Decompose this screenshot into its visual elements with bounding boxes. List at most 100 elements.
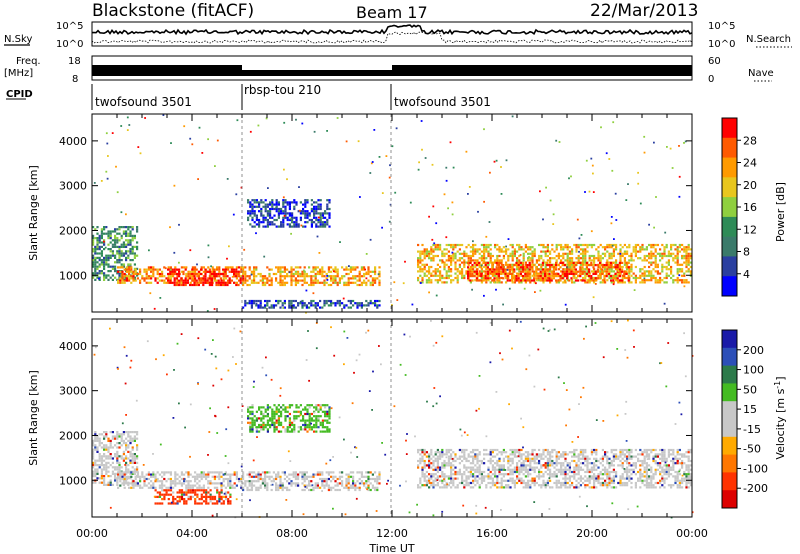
heatmap-cell xyxy=(475,264,478,267)
heatmap-cell xyxy=(107,439,110,442)
heatmap-cell xyxy=(681,268,684,271)
heatmap-cell xyxy=(332,477,335,481)
heatmap-cell xyxy=(559,279,562,282)
heatmap-cell xyxy=(169,275,172,278)
heatmap-cell xyxy=(367,272,370,276)
heatmap-cell xyxy=(388,176,391,179)
heatmap-cell xyxy=(452,248,455,251)
heatmap-cell xyxy=(505,252,508,255)
heatmap-cell xyxy=(472,246,475,249)
heatmap-cell xyxy=(141,471,144,474)
heatmap-cell xyxy=(282,221,285,224)
heatmap-cell xyxy=(125,259,128,262)
heatmap-cell xyxy=(187,482,190,485)
heatmap-cell xyxy=(434,270,437,273)
heatmap-cell xyxy=(267,187,269,189)
heatmap-cell xyxy=(107,461,110,464)
heatmap-cell xyxy=(247,201,250,204)
heatmap-cell xyxy=(409,201,412,204)
heatmap-cell xyxy=(618,261,621,264)
heatmap-cell xyxy=(618,264,621,267)
heatmap-cell xyxy=(240,266,243,269)
heatmap-cell xyxy=(681,281,684,284)
heatmap-cell xyxy=(588,276,591,280)
heatmap-cell xyxy=(277,410,280,413)
heatmap-cell xyxy=(374,281,377,284)
heatmap-cell xyxy=(183,125,186,128)
heatmap-cell xyxy=(92,448,95,451)
heatmap-cell xyxy=(105,170,108,173)
heatmap-cell xyxy=(92,272,95,275)
heatmap-cell xyxy=(301,272,304,276)
heatmap-cell xyxy=(308,214,311,217)
heatmap-cell xyxy=(608,158,611,160)
heatmap-cell xyxy=(125,213,127,216)
count-tick-right-top: 10^5 xyxy=(708,21,735,32)
heatmap-cell xyxy=(524,250,527,253)
heatmap-cell xyxy=(255,417,258,420)
heatmap-cell xyxy=(103,278,106,281)
heatmap-cell xyxy=(472,479,475,482)
heatmap-cell xyxy=(255,214,258,217)
heatmap-cell xyxy=(615,243,618,247)
heatmap-cell xyxy=(220,498,223,501)
heatmap-cell xyxy=(632,248,635,251)
heatmap-cell xyxy=(98,276,101,279)
heatmap-cell xyxy=(207,256,210,259)
heatmap-cell xyxy=(201,152,204,154)
heatmap-cell xyxy=(319,406,322,409)
heatmap-cell xyxy=(196,486,199,489)
heatmap-cell xyxy=(173,251,176,254)
heatmap-cell xyxy=(601,246,604,249)
heatmap-cell xyxy=(454,470,457,474)
heatmap-cell xyxy=(198,498,201,501)
heatmap-cell xyxy=(310,304,313,307)
heatmap-cell xyxy=(552,272,555,275)
heatmap-cell xyxy=(542,218,544,221)
heatmap-cell xyxy=(441,448,444,452)
heatmap-cell xyxy=(468,186,471,188)
heatmap-cell xyxy=(354,275,357,278)
heatmap-cell xyxy=(552,223,555,225)
heatmap-cell xyxy=(570,270,573,273)
heatmap-cell xyxy=(261,279,264,282)
heatmap-cell xyxy=(378,283,381,287)
heatmap-cell xyxy=(469,466,472,469)
heatmap-cell xyxy=(312,473,315,476)
heatmap-cell xyxy=(301,475,304,478)
heatmap-cell xyxy=(685,281,688,284)
heatmap-cell xyxy=(430,477,433,480)
heatmap-cell xyxy=(273,207,276,211)
heatmap-cell xyxy=(421,475,424,478)
heatmap-cell xyxy=(218,477,221,481)
heatmap-cell xyxy=(249,421,252,424)
heatmap-cell xyxy=(643,277,646,280)
heatmap-cell xyxy=(312,268,315,271)
heatmap-cell xyxy=(172,491,175,494)
heatmap-cell xyxy=(293,199,296,202)
heatmap-cell xyxy=(319,205,322,208)
heatmap-cell xyxy=(323,279,326,282)
heatmap-cell xyxy=(336,484,339,487)
heatmap-cell xyxy=(145,477,148,481)
heatmap-cell xyxy=(441,475,444,478)
heatmap-cell xyxy=(158,268,161,271)
heatmap-cell xyxy=(458,259,461,262)
heatmap-cell xyxy=(185,502,188,505)
heatmap-cell xyxy=(347,299,350,303)
heatmap-cell xyxy=(319,216,322,219)
heatmap-cell xyxy=(599,272,602,275)
heatmap-cell xyxy=(132,272,135,276)
heatmap-cell xyxy=(303,270,306,273)
heatmap-cell xyxy=(425,250,428,253)
heatmap-cell xyxy=(539,279,542,282)
heatmap-cell xyxy=(428,270,431,273)
heatmap-cell xyxy=(597,259,600,262)
heatmap-cell xyxy=(319,221,322,224)
heatmap-cell xyxy=(118,259,121,262)
heatmap-cell xyxy=(421,484,424,487)
heatmap-cell xyxy=(253,212,256,215)
heatmap-cell xyxy=(334,270,337,273)
heatmap-cell xyxy=(193,279,196,282)
heatmap-cell xyxy=(610,216,613,218)
